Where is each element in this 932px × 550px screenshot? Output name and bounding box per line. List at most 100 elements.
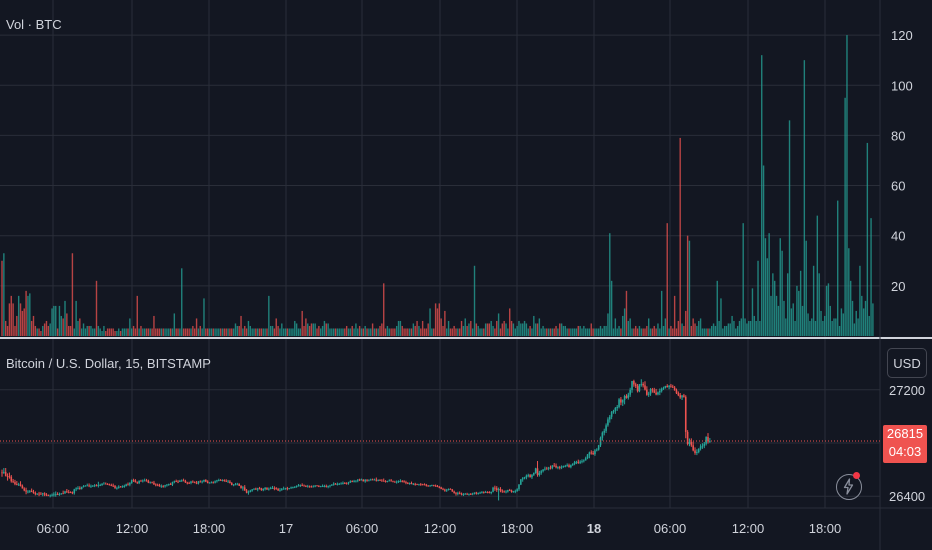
- volume-bar: [292, 328, 294, 336]
- candle-body: [277, 488, 279, 491]
- candle-body: [527, 475, 530, 476]
- candle-body: [629, 389, 631, 395]
- volume-bar: [605, 325, 607, 336]
- candle-body: [401, 481, 404, 482]
- volume-bar: [740, 318, 743, 336]
- volume-bar: [73, 328, 75, 336]
- alert-button[interactable]: [836, 474, 862, 500]
- volume-bar: [675, 328, 678, 336]
- candle-body: [160, 486, 163, 488]
- volume-bar: [775, 295, 778, 336]
- volume-bar: [106, 328, 109, 336]
- volume-bar: [614, 318, 617, 336]
- candle-body: [323, 486, 326, 488]
- candle-body: [466, 493, 468, 495]
- volume-bar: [499, 328, 502, 336]
- candle-body: [136, 482, 139, 484]
- bolt-icon: [843, 478, 854, 495]
- candle-body: [429, 485, 431, 487]
- candle-body: [101, 483, 103, 486]
- volume-bar: [577, 325, 579, 336]
- candle-body: [388, 480, 391, 482]
- candle-body: [97, 485, 100, 487]
- candle-body: [638, 384, 641, 392]
- volume-bar: [657, 323, 659, 336]
- candle-body: [10, 476, 13, 482]
- candle-body: [707, 436, 709, 442]
- volume-bar: [757, 260, 759, 336]
- candle-body: [229, 481, 231, 484]
- candle-body: [6, 476, 9, 477]
- volume-bar: [831, 320, 833, 336]
- volume-tick-label: 100: [891, 78, 913, 93]
- volume-bar: [538, 318, 541, 336]
- volume-bar: [156, 328, 159, 336]
- candle-body: [558, 467, 561, 468]
- candle-body: [697, 448, 700, 453]
- volume-bar: [762, 165, 765, 336]
- volume-bar: [29, 293, 31, 336]
- volume-bar: [451, 328, 453, 336]
- candle-body: [631, 381, 633, 390]
- volume-bar: [80, 328, 83, 336]
- candle-body: [338, 483, 341, 485]
- volume-bar: [410, 328, 413, 336]
- candle-body: [531, 474, 533, 478]
- volume-bar: [401, 325, 403, 336]
- volume-bar: [698, 320, 700, 336]
- volume-bar: [418, 325, 420, 336]
- candle-body: [36, 493, 39, 495]
- volume-bar: [599, 325, 602, 336]
- candle-body: [266, 487, 268, 490]
- volume-bar: [366, 328, 368, 336]
- candle-body: [125, 484, 127, 487]
- candle-body: [471, 493, 474, 495]
- volume-bar: [566, 328, 568, 336]
- volume-bar: [833, 318, 835, 336]
- candle-body: [327, 486, 329, 488]
- volume-bar: [216, 328, 218, 336]
- candle-body: [497, 489, 500, 490]
- candle-body: [579, 461, 581, 463]
- candle-body: [147, 480, 150, 483]
- volume-bar: [201, 328, 203, 336]
- candle-body: [397, 481, 400, 482]
- volume-bar: [564, 325, 567, 336]
- volume-bar: [123, 328, 125, 336]
- volume-bar: [666, 223, 668, 336]
- candle-body: [586, 454, 589, 459]
- candle-body: [703, 443, 706, 446]
- volume-bar: [570, 328, 572, 336]
- candle-body: [82, 486, 85, 487]
- candle-body: [603, 430, 606, 433]
- volume-bar: [464, 318, 466, 336]
- volume-bar: [344, 328, 346, 336]
- volume-bar: [738, 320, 741, 336]
- candle-body: [432, 485, 435, 487]
- volume-bar: [742, 223, 744, 336]
- candle-body: [364, 480, 366, 482]
- candle-body: [316, 485, 318, 487]
- candle-body: [171, 482, 174, 485]
- volume-bar: [368, 328, 370, 336]
- candle-body: [251, 489, 253, 491]
- volume-bar: [360, 328, 363, 336]
- volume-bar: [310, 323, 313, 336]
- candle-body: [188, 482, 190, 484]
- volume-bar: [205, 328, 207, 336]
- volume-bar: [686, 235, 689, 336]
- currency-button[interactable]: USD: [887, 348, 927, 378]
- candle-body: [551, 465, 554, 468]
- volume-bar: [720, 298, 722, 336]
- candle-body: [536, 468, 539, 476]
- candle-body: [492, 487, 494, 492]
- volume-bar: [153, 315, 155, 336]
- candle-body: [560, 466, 563, 468]
- volume-bar: [264, 328, 266, 336]
- candle-body: [69, 492, 72, 494]
- candle-body: [490, 491, 492, 494]
- candle-body: [25, 490, 27, 492]
- volume-bar: [462, 325, 465, 336]
- candle-body: [299, 484, 302, 486]
